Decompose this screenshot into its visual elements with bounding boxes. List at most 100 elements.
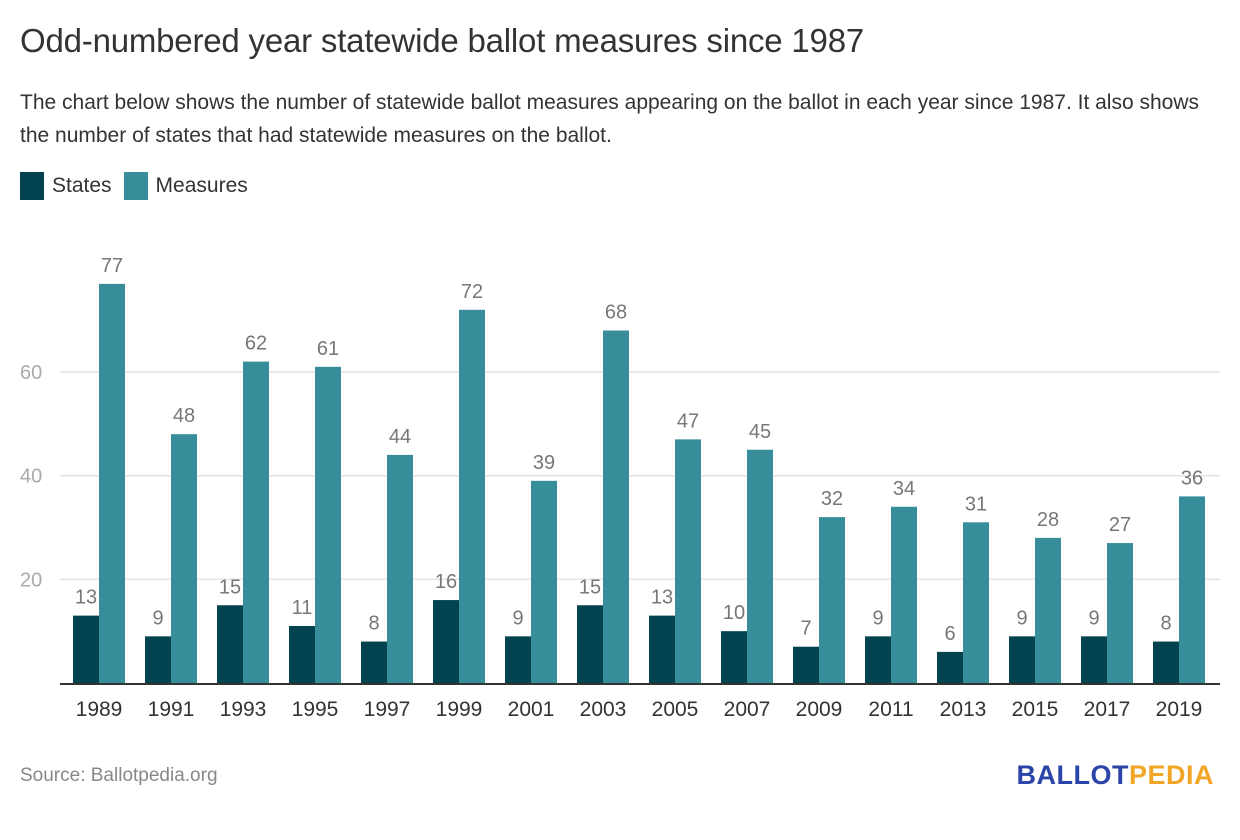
data-label-measures-2015: 28 <box>1037 509 1059 531</box>
bar-states-2005 <box>649 615 675 683</box>
legend-item-measures: Measures <box>123 172 248 200</box>
bar-states-2013 <box>937 651 963 683</box>
legend-label-states: States <box>52 174 112 197</box>
chart-title: Odd-numbered year statewide ballot measu… <box>20 22 865 59</box>
data-label-measures-1997: 44 <box>389 426 411 448</box>
ballotpedia-logo: BALLOTPEDIA <box>1016 760 1214 791</box>
data-label-measures-2007: 45 <box>749 421 771 443</box>
data-label-states-2013: 6 <box>944 623 955 645</box>
legend-label-measures: Measures <box>155 174 248 197</box>
legend-swatch-states <box>20 172 44 200</box>
x-tick-label-1999: 1999 <box>436 698 483 721</box>
data-label-states-1997: 8 <box>368 613 379 635</box>
x-tick-label-1993: 1993 <box>220 698 267 721</box>
data-label-states-2007: 10 <box>723 602 745 624</box>
bar-measures-2013 <box>963 522 989 683</box>
x-tick-label-2007: 2007 <box>724 698 771 721</box>
data-label-measures-1991: 48 <box>173 405 195 427</box>
data-label-measures-1989: 77 <box>101 255 123 277</box>
data-label-states-1991: 9 <box>152 607 163 629</box>
data-label-states-1993: 15 <box>219 576 241 598</box>
logo-part-pedia: PEDIA <box>1128 760 1214 790</box>
source-note: Source: Ballotpedia.org <box>20 765 218 786</box>
bar-measures-2003 <box>603 330 629 683</box>
bar-states-1999 <box>433 600 459 683</box>
data-label-measures-2009: 32 <box>821 488 843 510</box>
data-label-states-1999: 16 <box>435 571 457 593</box>
data-label-states-2017: 9 <box>1088 607 1099 629</box>
y-tick-label: 40 <box>20 466 42 488</box>
data-label-measures-1993: 62 <box>245 333 267 355</box>
x-tick-label-2015: 2015 <box>1012 698 1059 721</box>
data-label-measures-2011: 34 <box>893 478 915 500</box>
data-label-measures-1995: 61 <box>317 338 339 360</box>
legend: States Measures <box>20 172 260 200</box>
data-label-states-2005: 13 <box>651 587 673 609</box>
bar-measures-2009 <box>819 517 845 683</box>
bar-measures-1999 <box>459 309 485 683</box>
x-tick-label-2009: 2009 <box>796 698 843 721</box>
data-label-measures-2019: 36 <box>1181 467 1203 489</box>
bar-states-1989 <box>73 615 99 683</box>
bar-measures-1989 <box>99 283 125 683</box>
bar-measures-1991 <box>171 434 197 683</box>
bar-states-2003 <box>577 605 603 683</box>
bar-states-2001 <box>505 636 531 683</box>
data-label-states-2019: 8 <box>1160 613 1171 635</box>
bar-states-1991 <box>145 636 171 683</box>
bar-states-2017 <box>1081 636 1107 683</box>
bar-states-2011 <box>865 636 891 683</box>
bar-measures-2011 <box>891 506 917 683</box>
bar-measures-2019 <box>1179 496 1205 683</box>
bar-states-2015 <box>1009 636 1035 683</box>
bar-states-1993 <box>217 605 243 683</box>
data-labels: 1377948156211618441672939156813471045732… <box>75 255 1203 645</box>
bar-measures-1995 <box>315 366 341 683</box>
x-axis-ticks: 1989 1991 1993 1995 1997 1999 2001 2003 2005 2007… <box>76 698 1203 721</box>
x-tick-label-1997: 1997 <box>364 698 411 721</box>
data-label-states-2015: 9 <box>1016 607 1027 629</box>
data-label-measures-2005: 47 <box>677 410 699 432</box>
data-label-states-2003: 15 <box>579 576 601 598</box>
legend-item-states: States <box>20 172 112 200</box>
bar-states-2019 <box>1153 641 1179 683</box>
data-label-measures-1999: 72 <box>461 281 483 303</box>
bar-measures-2017 <box>1107 543 1133 683</box>
bar-states-2009 <box>793 646 819 683</box>
data-label-measures-2013: 31 <box>965 493 987 515</box>
x-tick-label-2017: 2017 <box>1084 698 1131 721</box>
bar-measures-2001 <box>531 480 557 683</box>
bars <box>73 283 1205 683</box>
data-label-measures-2003: 68 <box>605 302 627 324</box>
legend-swatch-measures <box>123 172 148 200</box>
x-tick-label-2003: 2003 <box>580 698 627 721</box>
data-label-states-2009: 7 <box>800 618 811 640</box>
data-label-states-2011: 9 <box>872 607 883 629</box>
x-tick-label-1989: 1989 <box>76 698 123 721</box>
chart-subtitle: The chart below shows the number of stat… <box>20 91 1200 147</box>
x-tick-label-2011: 2011 <box>868 698 913 721</box>
bar-measures-2007 <box>747 449 773 683</box>
y-tick-label: 60 <box>20 362 42 384</box>
x-tick-label-2013: 2013 <box>940 698 987 721</box>
x-tick-label-1991: 1991 <box>148 698 195 721</box>
logo-part-ballot: BALLOT <box>1016 760 1129 790</box>
data-label-measures-2017: 27 <box>1109 514 1131 536</box>
bar-states-2007 <box>721 631 747 683</box>
bar-measures-1997 <box>387 454 413 683</box>
data-label-states-1995: 11 <box>292 597 313 619</box>
data-label-states-2001: 9 <box>512 607 523 629</box>
y-axis-ticks: 20 40 60 <box>20 362 42 591</box>
data-label-measures-2001: 39 <box>533 452 555 474</box>
bar-states-1997 <box>361 641 387 683</box>
bar-states-1995 <box>289 625 315 683</box>
bar-measures-1993 <box>243 361 269 683</box>
x-tick-label-2019: 2019 <box>1156 698 1203 721</box>
x-tick-label-2001: 2001 <box>508 698 555 721</box>
bar-measures-2015 <box>1035 537 1061 683</box>
x-tick-label-1995: 1995 <box>292 698 339 721</box>
x-tick-label-2005: 2005 <box>652 698 699 721</box>
data-label-states-1989: 13 <box>75 587 97 609</box>
y-tick-label: 20 <box>20 569 42 591</box>
